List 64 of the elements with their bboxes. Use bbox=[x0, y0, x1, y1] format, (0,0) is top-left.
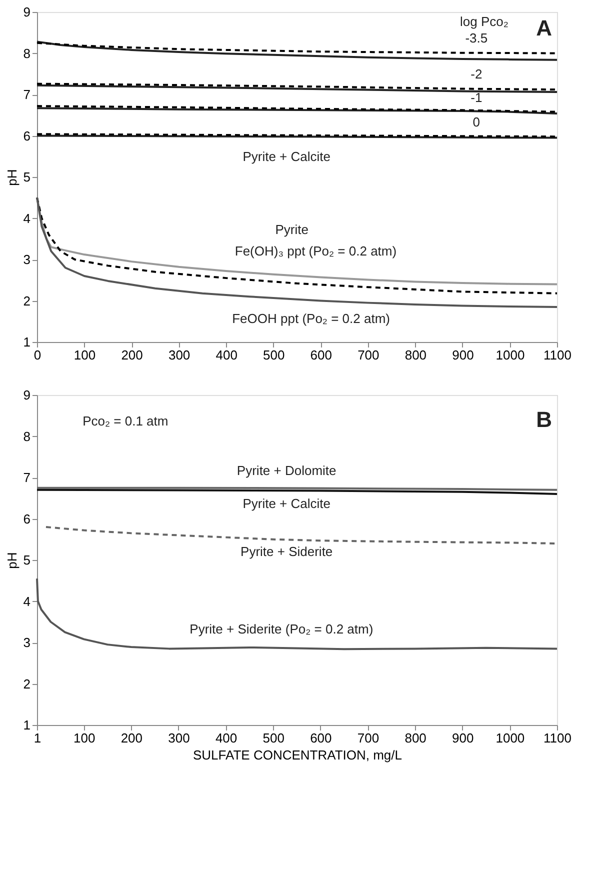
x-tick-label: 600 bbox=[310, 730, 332, 746]
x-tick-label: 100 bbox=[73, 730, 96, 746]
annotation: Pyrite + Calcite bbox=[242, 149, 330, 164]
y-tick-label: 3 bbox=[23, 252, 30, 267]
x-tick-label: 400 bbox=[215, 730, 238, 746]
x-tick-label: 1 bbox=[34, 730, 42, 746]
x-tick-label: 300 bbox=[168, 348, 190, 362]
x-tick-label: 200 bbox=[121, 348, 143, 362]
x-axis-title: SULFATE CONCENTRATION, mg/L bbox=[193, 748, 402, 762]
annotation: FeOOH ppt (Po₂ = 0.2 atm) bbox=[232, 310, 390, 326]
y-axis-title: pH bbox=[4, 552, 20, 569]
x-tick-label: 1000 bbox=[496, 730, 525, 746]
y-tick-label: 9 bbox=[23, 388, 30, 402]
annotation: -2 bbox=[470, 66, 482, 82]
x-tick-label: 500 bbox=[262, 730, 284, 746]
annotation: Pyrite + Siderite (Po₂ = 0.2 atm) bbox=[190, 621, 374, 636]
x-tick-label: 1000 bbox=[496, 348, 525, 362]
y-tick-label: 6 bbox=[23, 511, 30, 526]
y-tick-label: 5 bbox=[23, 552, 30, 568]
annotation: Pco₂ = 0.1 atm bbox=[82, 413, 168, 428]
annotation: -3.5 bbox=[465, 30, 488, 46]
x-tick-label: 800 bbox=[404, 348, 427, 362]
x-tick-label: 700 bbox=[357, 730, 380, 746]
x-tick-label: 900 bbox=[452, 348, 474, 362]
x-tick-label: 600 bbox=[310, 348, 332, 362]
x-tick-label: 200 bbox=[120, 730, 143, 746]
annotation: Pyrite + Calcite bbox=[242, 496, 330, 511]
y-tick-label: 4 bbox=[23, 594, 30, 609]
annotation: Pyrite + Dolomite bbox=[236, 462, 336, 478]
annotation: Pyrite bbox=[275, 222, 308, 237]
x-tick-label: 1100 bbox=[544, 348, 572, 362]
annotation: log Pco₂ bbox=[460, 14, 508, 29]
y-tick-label: 7 bbox=[23, 470, 30, 485]
y-tick-label: 4 bbox=[23, 210, 30, 226]
x-tick-label: 1100 bbox=[544, 730, 572, 746]
y-tick-label: 9 bbox=[23, 4, 30, 20]
line-series bbox=[36, 42, 558, 54]
y-tick-label: 2 bbox=[23, 676, 30, 692]
annotation: Fe(OH)₃ ppt (Po₂ = 0.2 atm) bbox=[234, 243, 397, 258]
annotation: B bbox=[536, 406, 552, 432]
line-series bbox=[36, 84, 558, 94]
x-tick-label: 500 bbox=[263, 348, 285, 362]
annotation: Pyrite + Siderite bbox=[240, 544, 333, 559]
x-tick-label: 700 bbox=[358, 348, 380, 362]
y-tick-label: 2 bbox=[23, 293, 30, 308]
y-tick-label: 8 bbox=[23, 428, 30, 444]
x-tick-label: 300 bbox=[168, 730, 190, 746]
y-tick-label: 8 bbox=[23, 46, 30, 61]
line-series bbox=[36, 578, 558, 650]
y-tick-label: 6 bbox=[23, 128, 30, 144]
x-tick-label: 800 bbox=[404, 730, 426, 746]
x-tick-label: 100 bbox=[74, 348, 96, 362]
annotation: A bbox=[536, 16, 552, 40]
y-tick-label: 1 bbox=[23, 718, 30, 732]
annotation: -1 bbox=[470, 90, 482, 105]
y-axis-title: pH bbox=[4, 169, 20, 186]
x-tick-label: 400 bbox=[216, 348, 238, 362]
y-tick-label: 3 bbox=[23, 635, 30, 650]
x-tick-label: 0 bbox=[34, 348, 42, 362]
y-tick-label: 5 bbox=[23, 170, 30, 184]
y-tick-label: 7 bbox=[23, 87, 30, 102]
y-tick-label: 1 bbox=[23, 334, 30, 350]
annotation: 0 bbox=[472, 114, 480, 130]
x-tick-label: 900 bbox=[452, 730, 474, 746]
